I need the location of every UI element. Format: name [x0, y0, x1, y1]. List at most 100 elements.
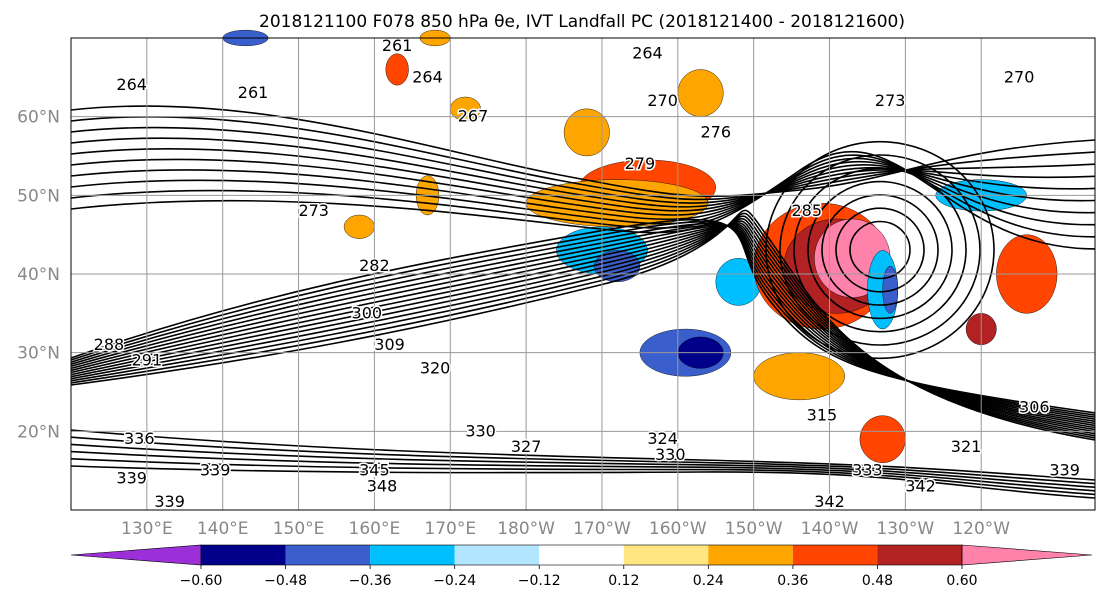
- contour-label: 300: [352, 303, 383, 322]
- contour-label: 291: [132, 351, 163, 370]
- contour-label: 273: [298, 201, 329, 220]
- contour-label: 270: [647, 91, 678, 110]
- contour-label: 336: [124, 429, 155, 448]
- lat-tick-label: 20°N: [17, 422, 60, 442]
- theta-e-contour-20: [70, 161, 1096, 221]
- colorbar-tick-label: −0.60: [180, 573, 223, 589]
- colorbar-bin-7: [708, 545, 793, 565]
- contour-label: 321: [951, 437, 982, 456]
- colorbar-extend-low: [70, 544, 202, 566]
- anomaly-region-22: [677, 69, 724, 117]
- theta-e-contour-36: [70, 465, 1096, 499]
- lon-tick-label: 170°W: [573, 519, 631, 539]
- lon-tick-label: 160°E: [349, 519, 401, 539]
- colorbar-bin-1: [201, 545, 286, 565]
- theta-e-contour-34: [70, 450, 1096, 492]
- anomaly-region-19: [343, 214, 375, 239]
- anomaly-region-14: [859, 415, 906, 464]
- lon-tick-label: 170°E: [424, 519, 476, 539]
- lat-tick-label: 50°N: [17, 186, 60, 206]
- contour-label: 273: [875, 91, 906, 110]
- theta-e-contour-30: [765, 140, 995, 360]
- colorbar-outline: [200, 544, 963, 566]
- lon-tick-label: 120°W: [952, 519, 1010, 539]
- colorbar-tick-label: 0.48: [862, 573, 893, 589]
- contour-label: 339: [154, 492, 185, 511]
- colorbar-tick-label: −0.24: [433, 573, 476, 589]
- contour-label: 264: [632, 44, 663, 63]
- contour-label: 333: [852, 461, 883, 480]
- latitude-tick-labels: 60°N 50°N 40°N 30°N 20°N: [17, 108, 60, 443]
- colorbar-bin-3: [370, 545, 455, 565]
- contour-label: 267: [458, 107, 489, 126]
- contour-label: 339: [116, 469, 147, 488]
- colorbar-tick-label: 0.12: [608, 573, 639, 589]
- contour-label: 345: [359, 461, 390, 480]
- colorbar-bin-6: [623, 545, 709, 565]
- contour-label: 309: [374, 335, 405, 354]
- lon-tick-label: 140°W: [801, 519, 859, 539]
- contour-label: 288: [94, 335, 125, 354]
- anomaly-region-2: [563, 108, 610, 157]
- theta-e-contour-24: [849, 220, 911, 280]
- contour-label: 306: [1019, 398, 1050, 417]
- anomaly-region-21: [385, 53, 409, 86]
- contour-label: 342: [814, 492, 845, 511]
- contour-label: 264: [116, 75, 147, 94]
- contour-label: 276: [700, 122, 731, 141]
- contour-label: 330: [465, 421, 496, 440]
- lon-tick-label: 180°W: [497, 519, 555, 539]
- theta-e-contour-17: [70, 137, 1096, 208]
- colorbar-tick-label: 0.24: [693, 573, 724, 589]
- colorbar-tick-label: −0.48: [264, 573, 307, 589]
- theta-e-contour-27: [807, 180, 953, 320]
- theta-e-contour-23: [70, 150, 1096, 250]
- colorbar-extend-high: [961, 544, 1093, 566]
- colorbar-bin-5: [539, 545, 624, 565]
- map-gridlines: [71, 38, 1095, 510]
- figure-title: 2018121100 F078 850 hPa θe, IVT Landfall…: [259, 12, 905, 32]
- colorbar-tick-label: −0.36: [349, 573, 392, 589]
- contour-label: 279: [625, 154, 656, 173]
- contour-label: 324: [647, 429, 678, 448]
- theta-e-contour-13: [70, 218, 1096, 414]
- contour-label: 348: [367, 476, 398, 495]
- theta-e-contour-28: [793, 167, 967, 333]
- lon-tick-label: 140°E: [197, 519, 249, 539]
- theta-e-contour-33: [70, 443, 1096, 488]
- colorbar: −0.60 −0.48 −0.36 −0.24 −0.12 0.12 0.24 0.36 0.4…: [70, 544, 1093, 589]
- contour-label: 330: [655, 445, 686, 464]
- contour-label: 339: [1049, 461, 1080, 480]
- lon-tick-label: 130°W: [876, 519, 934, 539]
- colorbar-tick-label: −0.12: [518, 573, 561, 589]
- contour-label: 282: [359, 256, 390, 275]
- theta-e-contour-32: [70, 436, 1096, 485]
- colorbar-bin-9: [877, 545, 962, 565]
- theta-e-contour-15: [70, 115, 1096, 201]
- lon-tick-label: 150°E: [273, 519, 325, 539]
- theta-e-contour-21: [70, 157, 1096, 226]
- contour-label: 285: [791, 201, 822, 220]
- lat-tick-label: 40°N: [17, 265, 60, 285]
- lat-tick-label: 30°N: [17, 344, 60, 364]
- contour-label: 320: [420, 358, 451, 377]
- contour-label: 264: [412, 67, 443, 86]
- plot-area: 261 264 261 264 264 270 270 267 273 276 279 273 285 2…: [70, 29, 1096, 513]
- contour-label: 339: [200, 461, 231, 480]
- colorbar-bin-4: [454, 545, 540, 565]
- contour-label: 342: [905, 476, 936, 495]
- theta-e-contour-35: [70, 458, 1096, 496]
- longitude-tick-labels: 130°E 140°E 150°E 160°E 170°E 180°W 170°W 160°W…: [121, 519, 1010, 539]
- theta-e-contour-18: [70, 147, 1096, 212]
- contour-label: 261: [238, 83, 269, 102]
- contour-label: 315: [807, 406, 838, 425]
- contour-label: 270: [1004, 67, 1035, 86]
- lon-tick-label: 150°W: [725, 519, 783, 539]
- theta-e-contour-19: [70, 158, 1096, 216]
- contour-label-layer: 261 264 261 264 264 270 270 267 273 276 279 273 285 2…: [92, 34, 1081, 512]
- lat-tick-label: 60°N: [17, 108, 60, 128]
- contour-label: 327: [511, 437, 542, 456]
- colorbar-bin-8: [792, 545, 878, 565]
- colorbar-bin-2: [285, 545, 371, 565]
